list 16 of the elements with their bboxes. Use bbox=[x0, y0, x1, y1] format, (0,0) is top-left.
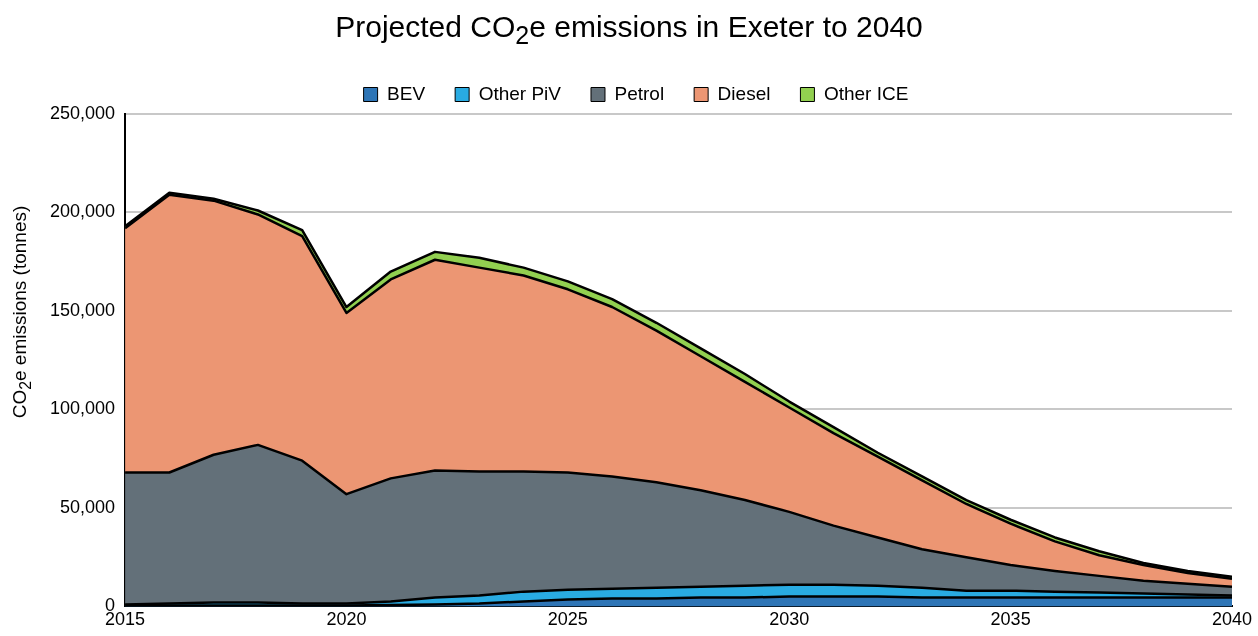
legend-label: Petrol bbox=[614, 82, 665, 104]
x-tick-label: 2030 bbox=[769, 609, 810, 630]
x-tick-label: 2040 bbox=[1211, 609, 1253, 630]
y-tick-label: 150,000 bbox=[49, 299, 116, 320]
legend-label: Diesel bbox=[717, 82, 771, 104]
legend-label: Other PiV bbox=[478, 82, 562, 104]
y-tick-label: 100,000 bbox=[49, 398, 116, 419]
legend-label: Other ICE bbox=[823, 82, 909, 104]
x-tick-label: 2020 bbox=[326, 609, 367, 630]
x-tick-label: 2025 bbox=[547, 609, 588, 630]
y-tick-label: 200,000 bbox=[49, 201, 116, 222]
y-tick-label: 50,000 bbox=[60, 496, 116, 517]
chart-title: Projected CO$_{2}$e emissions in Exeter to 2040 bbox=[334, 10, 924, 50]
legend-label: BEV bbox=[387, 82, 426, 104]
x-tick-label: 2035 bbox=[990, 609, 1031, 630]
y-tick-label: 250,000 bbox=[49, 102, 116, 123]
